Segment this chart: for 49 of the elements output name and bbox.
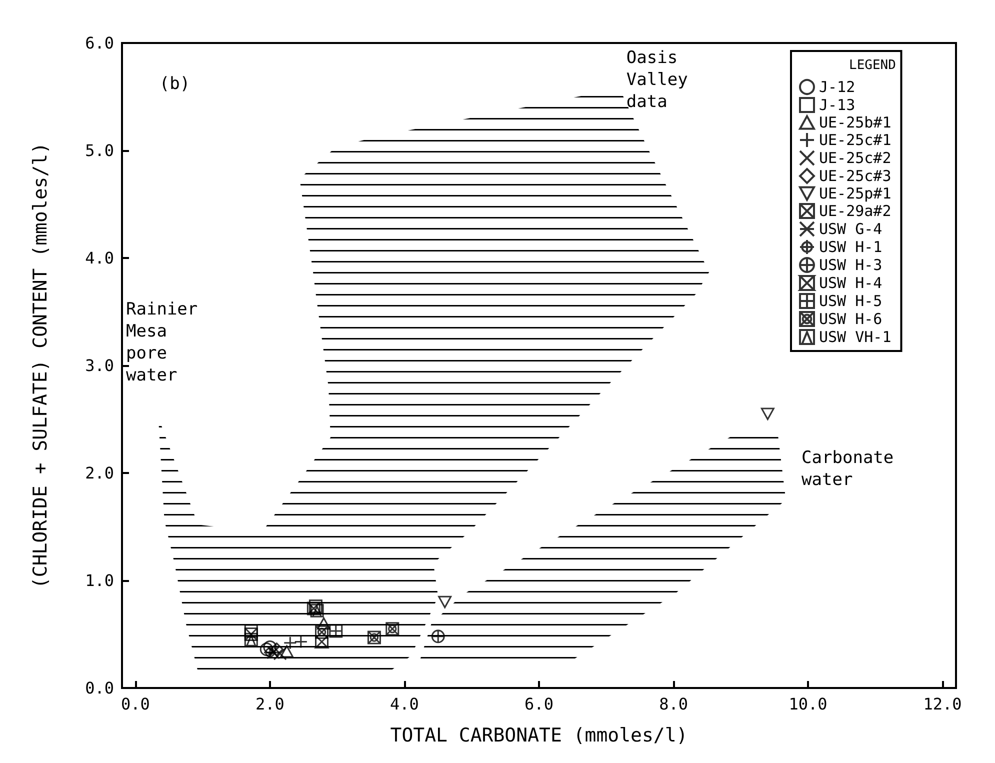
legend-label: J-12 [819,78,856,96]
point [315,635,329,649]
point [244,628,258,641]
x-tick-label: 2.0 [256,694,284,714]
legend-label: USW H-1 [819,238,882,256]
point [386,622,400,636]
annotation: (b) [159,74,190,94]
legend-label: UE-25c#3 [819,167,892,185]
point [329,624,343,638]
x-tick-label: 8.0 [659,694,688,714]
y-tick-label: 0.0 [85,678,114,698]
point [438,596,452,608]
y-tick-label: 2.0 [85,464,114,482]
point [431,630,445,644]
legend-label: USW H-6 [819,310,882,328]
y-axis-title: (CHLORIDE + SULFATE) CONTENT (mmoles/l) [30,142,52,589]
legend-label: UE-25c#2 [819,149,892,167]
point [280,645,294,658]
legend-label: J-13 [819,96,856,114]
x-axis-title: TOTAL CARBONATE (mmoles/l) [390,724,688,746]
annotation: Carbonate water [802,448,894,490]
legend-label: UE-25c#1 [819,131,892,149]
point [760,408,774,420]
legend-label: UE-25b#1 [819,114,892,132]
point [367,630,381,644]
x-tick-label: 6.0 [524,694,554,714]
x-tick-label: 4.0 [390,694,419,714]
legend-label: USW G-4 [819,220,882,238]
point [244,632,258,646]
legend-label: UE-29a#2 [819,202,892,220]
x-tick-label: 0.0 [121,694,150,714]
legend-label: USW H-3 [819,256,882,274]
legend-label: USW VH-1 [819,328,892,346]
y-tick-label: 4.0 [85,248,114,268]
x-tick-label: 12.0 [923,694,962,714]
point [310,604,324,618]
x-tick-label: 10.0 [788,694,828,714]
y-tick-label: 5.0 [85,141,114,160]
point [317,617,331,630]
annotation: Rainier Mesa pore water [126,300,198,386]
annotation: Oasis Valley data [626,48,688,112]
y-tick-label: 1.0 [85,571,114,590]
legend-label: USW H-5 [819,292,882,310]
legend-label: USW H-4 [819,274,882,292]
legend-title: LEGEND [849,58,896,73]
y-tick-label: 3.0 [85,356,114,375]
y-tick-label: 6.0 [85,34,114,52]
legend-label: UE-25p#1 [819,184,892,202]
point [315,625,329,639]
